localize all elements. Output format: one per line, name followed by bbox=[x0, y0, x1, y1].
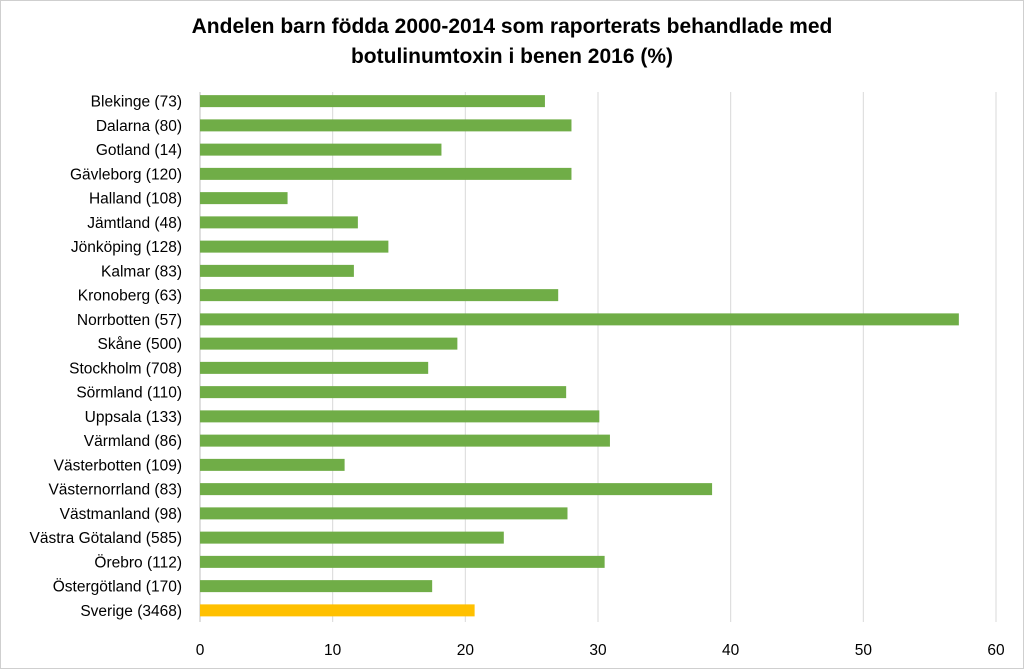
category-label-stockholm: Stockholm (708) bbox=[69, 360, 182, 377]
x-tick-label-50: 50 bbox=[855, 642, 873, 659]
bar-sormland bbox=[200, 386, 567, 399]
bar-uppsala bbox=[200, 410, 600, 423]
x-tick-label-0: 0 bbox=[196, 642, 205, 659]
bar-gavleborg bbox=[200, 167, 572, 180]
category-label-vasternorrland: Västernorrland (83) bbox=[48, 482, 182, 499]
category-labels: Blekinge (73) Dalarna (80) Gotland (14) Gäv… bbox=[29, 94, 182, 620]
x-tick-label-10: 10 bbox=[324, 642, 342, 659]
category-label-sverige: Sverige (3468) bbox=[80, 603, 182, 620]
category-label-halland: Halland (108) bbox=[89, 191, 182, 208]
category-label-uppsala: Uppsala (133) bbox=[85, 409, 182, 426]
bar-orebro bbox=[200, 555, 605, 568]
category-label-blekinge: Blekinge (73) bbox=[91, 94, 182, 111]
bar-vasterbotten bbox=[200, 458, 345, 471]
x-tick-label-40: 40 bbox=[722, 642, 740, 659]
bar-blekinge bbox=[200, 95, 545, 108]
bar-vastmanland bbox=[200, 507, 568, 520]
category-label-ostergotland: Östergötland (170) bbox=[53, 578, 182, 596]
category-label-gotland: Gotland (14) bbox=[96, 142, 182, 159]
bar-kronoberg bbox=[200, 289, 559, 302]
category-label-vasterbotten: Västerbotten (109) bbox=[54, 457, 182, 474]
category-label-jamtland: Jämtland (48) bbox=[87, 215, 182, 232]
x-tick-label-20: 20 bbox=[457, 642, 475, 659]
bar-sverige bbox=[200, 604, 475, 617]
bar-stockholm bbox=[200, 361, 429, 374]
bar-varmland bbox=[200, 434, 610, 447]
x-tick-label-60: 60 bbox=[987, 642, 1005, 659]
bar-ostergotland bbox=[200, 580, 433, 593]
category-label-vastra-gotaland: Västra Götaland (585) bbox=[29, 530, 182, 547]
bar-skane bbox=[200, 337, 458, 350]
bar-vasternorrland bbox=[200, 483, 713, 496]
category-label-skane: Skåne (500) bbox=[98, 336, 182, 353]
bar-dalarna bbox=[200, 119, 572, 132]
chart-title: Andelen barn födda 2000-2014 som raporte… bbox=[0, 12, 1024, 72]
bar-jamtland bbox=[200, 216, 358, 229]
chart-title-line-2: botulinumtoxin i benen 2016 (%) bbox=[350, 45, 674, 68]
bar-norrbotten bbox=[200, 313, 959, 326]
category-label-jonkoping: Jönköping (128) bbox=[71, 239, 182, 256]
x-tick-labels: 0 10 20 30 40 50 60 bbox=[196, 642, 1005, 659]
category-label-kronoberg: Kronoberg (63) bbox=[78, 288, 182, 305]
bar-vastra-gotaland bbox=[200, 531, 504, 544]
bar-kalmar bbox=[200, 264, 354, 277]
x-tick-label-30: 30 bbox=[589, 642, 607, 659]
category-label-vastmanland: Västmanland (98) bbox=[60, 506, 182, 523]
bar-halland bbox=[200, 192, 288, 205]
category-label-orebro: Örebro (112) bbox=[94, 553, 182, 571]
category-label-norrbotten: Norrbotten (57) bbox=[77, 312, 182, 329]
bars bbox=[200, 95, 959, 617]
category-label-dalarna: Dalarna (80) bbox=[96, 118, 182, 135]
category-label-gavleborg: Gävleborg (120) bbox=[70, 166, 182, 183]
category-label-sormland: Sörmland (110) bbox=[76, 385, 182, 402]
category-label-varmland: Värmland (86) bbox=[84, 433, 182, 450]
category-label-kalmar: Kalmar (83) bbox=[101, 263, 182, 280]
chart-title-line-1: Andelen barn födda 2000-2014 som raporte… bbox=[191, 15, 833, 38]
bar-jonkoping bbox=[200, 240, 389, 253]
bar-gotland bbox=[200, 143, 442, 156]
